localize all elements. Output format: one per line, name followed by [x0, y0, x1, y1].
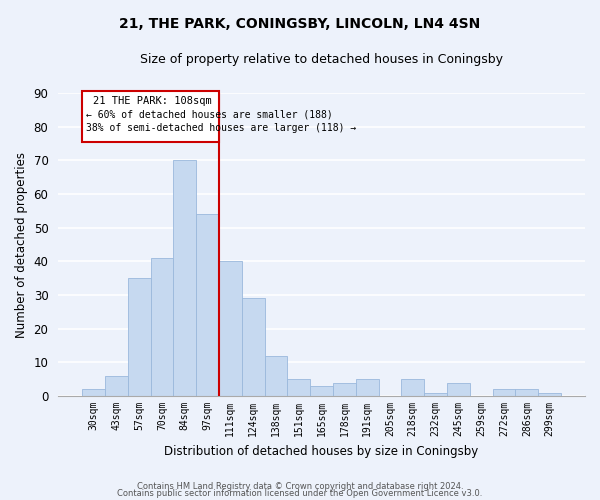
- Bar: [173, 160, 196, 396]
- Text: Contains public sector information licensed under the Open Government Licence v3: Contains public sector information licen…: [118, 490, 482, 498]
- Bar: [128, 278, 151, 396]
- Text: 21 THE PARK: 108sqm: 21 THE PARK: 108sqm: [94, 96, 212, 106]
- Y-axis label: Number of detached properties: Number of detached properties: [15, 152, 28, 338]
- Bar: [82, 390, 105, 396]
- Bar: [401, 379, 424, 396]
- Bar: [515, 390, 538, 396]
- Bar: [447, 382, 470, 396]
- Bar: [356, 379, 379, 396]
- Title: Size of property relative to detached houses in Coningsby: Size of property relative to detached ho…: [140, 52, 503, 66]
- Bar: [219, 262, 242, 396]
- Bar: [105, 376, 128, 396]
- Text: ← 60% of detached houses are smaller (188): ← 60% of detached houses are smaller (18…: [86, 110, 332, 120]
- Text: 38% of semi-detached houses are larger (118) →: 38% of semi-detached houses are larger (…: [86, 124, 356, 134]
- Bar: [287, 379, 310, 396]
- X-axis label: Distribution of detached houses by size in Coningsby: Distribution of detached houses by size …: [164, 444, 479, 458]
- Bar: [538, 392, 561, 396]
- Bar: [310, 386, 333, 396]
- Text: Contains HM Land Registry data © Crown copyright and database right 2024.: Contains HM Land Registry data © Crown c…: [137, 482, 463, 491]
- Bar: [265, 356, 287, 396]
- Text: 21, THE PARK, CONINGSBY, LINCOLN, LN4 4SN: 21, THE PARK, CONINGSBY, LINCOLN, LN4 4S…: [119, 18, 481, 32]
- Bar: [424, 392, 447, 396]
- Bar: [333, 382, 356, 396]
- Bar: [242, 298, 265, 396]
- Bar: [196, 214, 219, 396]
- FancyBboxPatch shape: [82, 92, 219, 142]
- Bar: [493, 390, 515, 396]
- Bar: [151, 258, 173, 396]
